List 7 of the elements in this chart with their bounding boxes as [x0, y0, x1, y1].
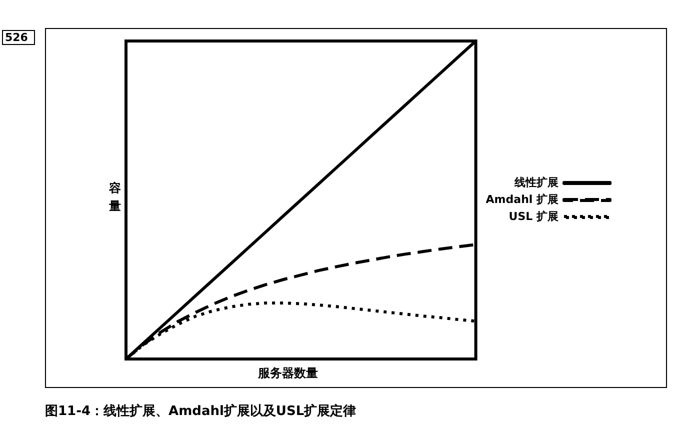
legend-label: 线性扩展	[514, 176, 558, 189]
x-axis-title: 服务器数量	[256, 365, 319, 382]
y-axis-title: 容量	[108, 180, 122, 215]
legend-label: Amdahl 扩展	[486, 192, 558, 206]
text: 526	[2, 30, 35, 45]
legend-label: USL 扩展	[508, 210, 558, 223]
caption: 图11-4：线性扩展、Amdahl扩展以及USL扩展定律	[45, 402, 356, 420]
